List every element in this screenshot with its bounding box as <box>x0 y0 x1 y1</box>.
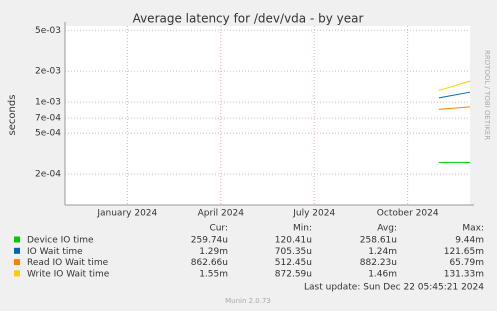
legend-value: 705.35u <box>275 247 312 257</box>
legend-value: 1.24m <box>368 247 397 257</box>
y-tick-label: 5e-04 <box>35 129 61 139</box>
legend-value: 258.61u <box>360 236 397 246</box>
y-tick-label: 5e-03 <box>35 26 61 36</box>
legend-header: Min: <box>293 224 312 234</box>
legend-value: 1.29m <box>199 247 228 257</box>
x-tick-label: July 2024 <box>292 209 335 219</box>
legend-swatch <box>14 259 20 266</box>
legend-value: 1.46m <box>368 269 397 279</box>
legend-swatch <box>14 247 20 254</box>
legend-header: Avg: <box>377 224 397 234</box>
y-tick-label: 2e-03 <box>35 67 61 77</box>
y-tick-label: 1e-03 <box>35 98 61 108</box>
series-line <box>438 80 471 91</box>
side-label: RRDTOOL / TOBI OETIKER <box>483 50 491 140</box>
x-tick-label: April 2024 <box>198 209 245 219</box>
legend-value: 120.41u <box>275 236 312 246</box>
legend-value: 882.23u <box>360 258 397 268</box>
legend-header: Cur: <box>209 224 228 234</box>
x-tick-label: January 2024 <box>96 209 157 219</box>
y-tick-label: 2e-04 <box>35 170 61 180</box>
legend-value: 872.59u <box>275 269 312 279</box>
legend-value: 1.55m <box>199 269 228 279</box>
legend-label: Device IO time <box>27 236 94 246</box>
legend-value: 9.44m <box>455 236 484 246</box>
legend-value: 259.74u <box>191 236 228 246</box>
legend-header: Max: <box>462 224 484 234</box>
credit: Munin 2.0.73 <box>225 297 271 305</box>
legend-label: Read IO Wait time <box>27 258 109 268</box>
x-tick-label: October 2024 <box>377 209 439 219</box>
legend-swatch <box>14 236 20 243</box>
chart-title: Average latency for /dev/vda - by year <box>133 12 364 26</box>
legend-value: 65.79m <box>449 258 484 268</box>
y-tick-label: 7e-04 <box>35 114 61 124</box>
legend-label: Write IO Wait time <box>27 269 110 279</box>
plot-area <box>65 26 470 205</box>
y-axis-label: seconds <box>7 95 18 136</box>
last-update: Last update: Sun Dec 22 05:45:21 2024 <box>304 283 484 293</box>
legend-value: 121.65m <box>444 247 484 257</box>
series-line <box>438 91 471 99</box>
legend-label: IO Wait time <box>27 247 83 257</box>
series-line <box>438 106 471 110</box>
legend-value: 131.33m <box>444 269 484 279</box>
legend-value: 862.66u <box>191 258 228 268</box>
legend-swatch <box>14 270 20 277</box>
legend-value: 512.45u <box>275 258 312 268</box>
